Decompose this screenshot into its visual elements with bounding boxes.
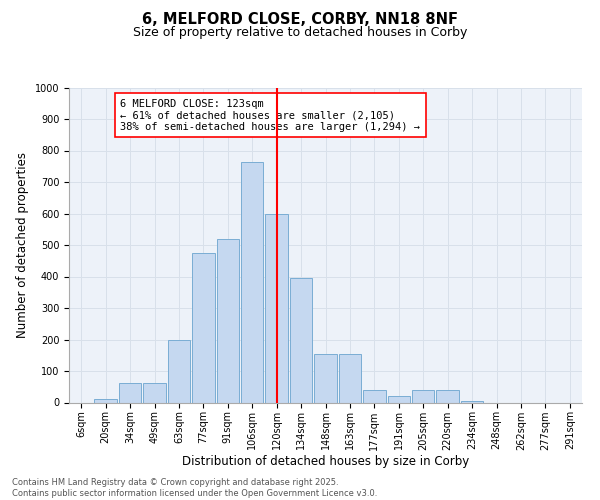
Bar [314,354,337,403]
Bar [217,238,239,402]
Bar [290,278,313,402]
Bar [241,162,263,402]
Bar [436,390,459,402]
Bar [143,383,166,402]
Y-axis label: Number of detached properties: Number of detached properties [16,152,29,338]
Text: Size of property relative to detached houses in Corby: Size of property relative to detached ho… [133,26,467,39]
Bar [412,390,434,402]
Text: Contains HM Land Registry data © Crown copyright and database right 2025.
Contai: Contains HM Land Registry data © Crown c… [12,478,377,498]
Bar [363,390,386,402]
Bar [94,398,117,402]
Bar [461,401,484,402]
Bar [119,383,142,402]
Bar [167,340,190,402]
Bar [192,253,215,402]
Bar [265,214,288,402]
Bar [338,354,361,403]
X-axis label: Distribution of detached houses by size in Corby: Distribution of detached houses by size … [182,455,469,468]
Text: 6 MELFORD CLOSE: 123sqm
← 61% of detached houses are smaller (2,105)
38% of semi: 6 MELFORD CLOSE: 123sqm ← 61% of detache… [120,98,420,132]
Text: 6, MELFORD CLOSE, CORBY, NN18 8NF: 6, MELFORD CLOSE, CORBY, NN18 8NF [142,12,458,28]
Bar [388,396,410,402]
